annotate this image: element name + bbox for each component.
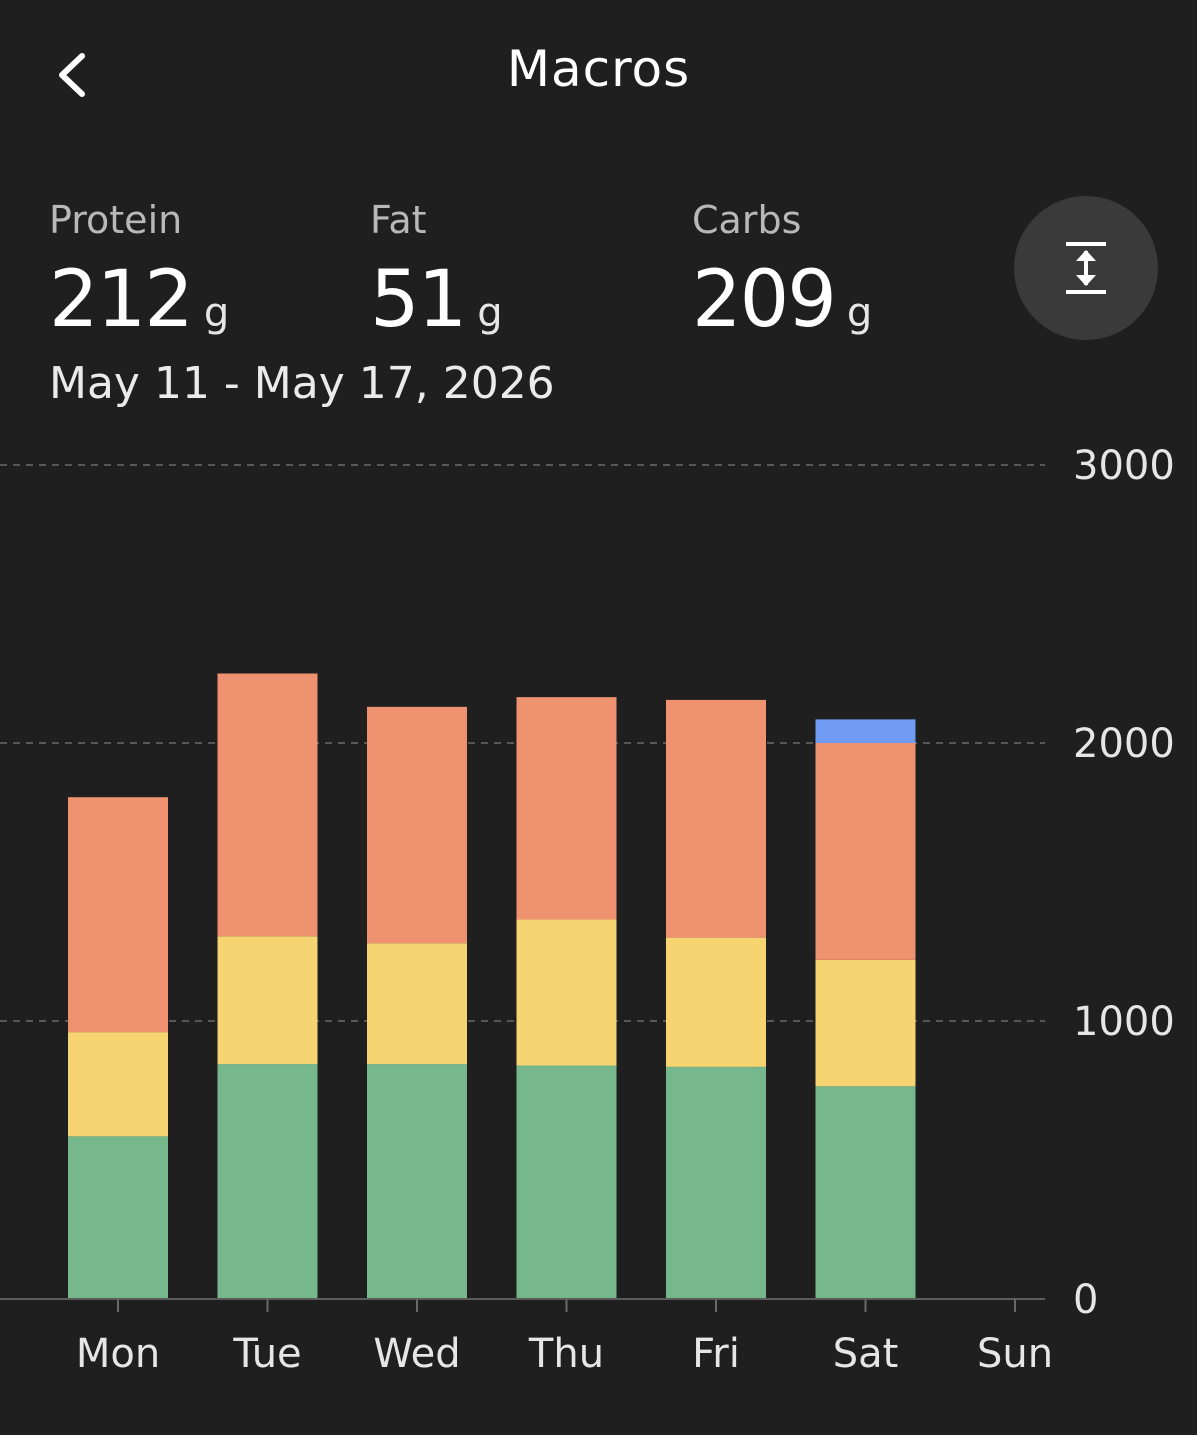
x-tick-label-sat: Sat xyxy=(833,1331,899,1377)
carbs-stat: Carbs 209 g xyxy=(692,195,872,366)
x-tick-label-thu: Thu xyxy=(528,1331,604,1377)
y-tick-label: 0 xyxy=(1073,1277,1098,1323)
x-tick-label-mon: Mon xyxy=(76,1331,160,1377)
protein-unit: g xyxy=(203,290,230,336)
bar-protein-wed[interactable] xyxy=(367,1064,467,1299)
bar-carbs-wed[interactable] xyxy=(367,706,467,944)
x-tick-label-fri: Fri xyxy=(692,1331,740,1377)
axis-layer: 0 1000 2000 3000 Mon Tue Wed Thu Fri Sat Sun xyxy=(0,443,1175,1377)
page-title: Macros xyxy=(506,40,691,98)
bar-protein-mon[interactable] xyxy=(68,1136,168,1299)
x-tick-label-sun: Sun xyxy=(977,1331,1053,1377)
protein-label: Protein xyxy=(49,198,183,242)
bar-other-sat[interactable] xyxy=(815,719,916,743)
fat-value-row: 51 g xyxy=(370,255,503,366)
bar-fat-tue[interactable] xyxy=(217,936,318,1065)
protein-stat: Protein 212 g xyxy=(49,195,229,366)
bar-layer xyxy=(68,673,916,1299)
bar-carbs-fri[interactable] xyxy=(666,699,766,938)
back-button[interactable] xyxy=(40,40,104,110)
y-tick-label: 3000 xyxy=(1073,443,1175,489)
bar-protein-sat[interactable] xyxy=(815,1086,916,1299)
expand-button[interactable] xyxy=(1014,196,1158,340)
bar-fat-mon[interactable] xyxy=(68,1032,168,1137)
fat-stat: Fat 51 g xyxy=(370,195,503,366)
protein-value: 212 xyxy=(49,255,194,345)
y-tick-label: 1000 xyxy=(1073,999,1175,1045)
bar-carbs-mon[interactable] xyxy=(68,797,168,1033)
header: Macros xyxy=(0,0,1197,150)
chevron-left-icon xyxy=(59,53,85,97)
carbs-value-row: 209 g xyxy=(692,255,872,366)
bar-fat-fri[interactable] xyxy=(666,937,766,1067)
bar-fat-thu[interactable] xyxy=(516,919,617,1066)
fat-label: Fat xyxy=(370,198,427,242)
carbs-value: 209 xyxy=(692,255,837,345)
carbs-unit: g xyxy=(846,290,873,336)
bar-fat-wed[interactable] xyxy=(367,943,467,1065)
bar-carbs-sat[interactable] xyxy=(815,743,916,960)
bar-protein-fri[interactable] xyxy=(666,1066,766,1299)
date-range: May 11 - May 17, 2026 xyxy=(49,358,555,409)
expand-vertical-icon xyxy=(1066,242,1106,294)
bar-protein-tue[interactable] xyxy=(217,1064,318,1299)
x-tick-label-tue: Tue xyxy=(232,1331,301,1377)
y-tick-label: 2000 xyxy=(1073,721,1175,767)
bar-carbs-tue[interactable] xyxy=(217,673,318,937)
macros-chart: 0 1000 2000 3000 Mon Tue Wed Thu Fri Sat Sun xyxy=(0,443,1175,1377)
protein-value-row: 212 g xyxy=(49,255,229,366)
carbs-label: Carbs xyxy=(692,198,802,242)
fat-value: 51 xyxy=(370,255,467,345)
bar-fat-sat[interactable] xyxy=(815,959,916,1087)
fat-unit: g xyxy=(477,290,503,336)
bar-carbs-thu[interactable] xyxy=(516,697,617,920)
x-tick-label-wed: Wed xyxy=(373,1331,460,1377)
bar-protein-thu[interactable] xyxy=(516,1065,617,1299)
